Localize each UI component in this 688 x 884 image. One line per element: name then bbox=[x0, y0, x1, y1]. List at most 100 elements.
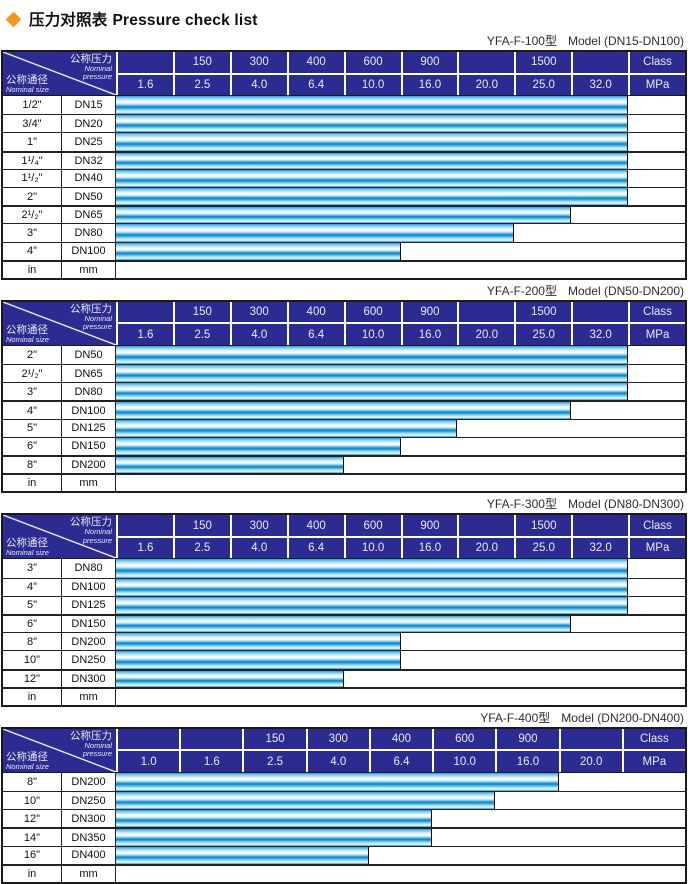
pressure-label: 公称压力 Nominal pressure bbox=[70, 303, 112, 332]
bar-area bbox=[116, 96, 685, 115]
pressure-bar bbox=[116, 242, 401, 260]
header-rows: 150 300 400 600 900 1500 Class 1.6 2.5 4.0 6.4 10.… bbox=[118, 301, 685, 345]
size-cell: 3/4" bbox=[3, 115, 62, 133]
mpa-header-cell: MPa bbox=[623, 751, 685, 772]
bar-area bbox=[116, 242, 685, 260]
table-header: 公称压力 Nominal pressure 公称通径 Nominal size … bbox=[3, 52, 685, 95]
pressure-table-1: YFA-F-100型 Model (DN15-DN100) 公称压力 Nomina… bbox=[1, 34, 687, 280]
table-row: 2¹/₂" DN65 bbox=[3, 364, 685, 383]
size-cell: 16" bbox=[3, 846, 62, 864]
dn-cell: DN32 bbox=[62, 152, 116, 169]
mpa-header-cell: 16.0 bbox=[402, 324, 458, 345]
mpa-header-cell: 2.5 bbox=[174, 74, 230, 95]
pressure-bar bbox=[116, 596, 629, 614]
class-header-cell: 600 bbox=[345, 52, 401, 73]
mpa-header-cell: 1.6 bbox=[118, 74, 173, 95]
bar-area bbox=[116, 207, 685, 224]
table-row: 8" DN200 bbox=[3, 632, 685, 651]
table-row: 1¹/₄" DN32 bbox=[3, 150, 685, 169]
class-header-cell: 150 bbox=[174, 301, 230, 323]
unit-empty-area bbox=[116, 865, 685, 882]
page: 压力对照表 Pressure check list YFA-F-100型 Model… bbox=[0, 8, 688, 884]
table-row: 5" DN125 bbox=[3, 595, 685, 614]
mpa-header-cell: 1.0 bbox=[118, 751, 180, 772]
table-body: 8" DN200 10" DN250 12" DN300 14" DN350 1… bbox=[3, 771, 685, 882]
pressure-bar bbox=[116, 559, 629, 578]
table-header: 公称压力 Nominal pressure 公称通径 Nominal size … bbox=[3, 728, 685, 772]
table-row: 3/4" DN20 bbox=[3, 114, 685, 133]
table-row: 12" DN300 bbox=[3, 809, 685, 828]
table-row: 8" DN200 bbox=[3, 455, 685, 474]
pressure-bar bbox=[116, 419, 458, 437]
pressure-bar bbox=[116, 224, 515, 242]
pressure-label-zh: 公称压力 bbox=[70, 53, 112, 65]
bar-area bbox=[116, 345, 685, 365]
pressure-bar bbox=[116, 402, 572, 419]
mpa-header-row: 1.6 2.5 4.0 6.4 10.0 16.0 20.0 25.0 32.0 MPa bbox=[118, 324, 685, 345]
table-row: 14" DN350 bbox=[3, 827, 685, 846]
mpa-header-cell: 25.0 bbox=[516, 74, 572, 95]
table-row: 12" DN300 bbox=[3, 668, 685, 687]
model-range: Model (DN15-DN100) bbox=[567, 34, 684, 48]
size-cell: 4" bbox=[3, 402, 62, 419]
pressure-label-en1: Nominal bbox=[84, 64, 112, 74]
class-header-cell: 1500 bbox=[516, 515, 572, 536]
dn-cell: DN300 bbox=[62, 670, 116, 687]
dn-cell: DN200 bbox=[62, 457, 116, 474]
bar-area bbox=[116, 383, 685, 401]
size-cell: 3" bbox=[3, 224, 62, 242]
bar-area bbox=[116, 670, 685, 687]
size-cell: 3" bbox=[3, 383, 62, 401]
diagonal-header-cell: 公称压力 Nominal pressure 公称通径 Nominal size bbox=[3, 728, 116, 772]
table-row: 3" DN80 bbox=[3, 559, 685, 578]
mpa-header-cell: 20.0 bbox=[459, 324, 515, 345]
bar-area bbox=[116, 457, 685, 474]
mpa-header-row: 1.0 1.6 2.5 4.0 6.4 10.0 16.0 20.0 MPa bbox=[118, 751, 685, 772]
model-title: YFA-F-400型 Model (DN200-DN400) bbox=[1, 711, 684, 726]
unit-mm-cell: mm bbox=[62, 261, 116, 278]
mpa-header-row: 1.6 2.5 4.0 6.4 10.0 16.0 20.0 25.0 32.0 MPa bbox=[118, 74, 685, 95]
dn-cell: DN200 bbox=[62, 633, 116, 651]
table-row: 4" DN100 bbox=[3, 400, 685, 419]
dn-cell: DN20 bbox=[62, 115, 116, 133]
dn-cell: DN400 bbox=[62, 846, 116, 864]
size-label-zh: 公称通径 bbox=[6, 750, 48, 763]
size-label-en: Nominal size bbox=[6, 334, 49, 344]
size-cell: 2" bbox=[3, 187, 62, 206]
dn-cell: DN80 bbox=[62, 559, 116, 578]
dn-cell: DN125 bbox=[62, 596, 116, 614]
unit-in-cell: in bbox=[3, 688, 62, 705]
size-cell: 10" bbox=[3, 651, 62, 669]
mpa-header-cell: 32.0 bbox=[573, 74, 629, 95]
class-header-cell: 600 bbox=[434, 728, 496, 750]
unit-row: in mm bbox=[3, 259, 685, 278]
class-header-cell: 300 bbox=[231, 52, 287, 73]
size-cell: 8" bbox=[3, 633, 62, 651]
diagonal-line bbox=[3, 52, 116, 95]
pressure-bar bbox=[116, 437, 401, 455]
class-header-cell: 300 bbox=[307, 728, 369, 750]
size-cell: 2¹/₂" bbox=[3, 207, 62, 224]
mpa-header-cell: 6.4 bbox=[288, 537, 344, 559]
size-cell: 1¹/₂" bbox=[3, 169, 62, 187]
class-header-cell-empty bbox=[118, 301, 173, 323]
pressure-bar bbox=[116, 846, 369, 864]
bar-area bbox=[116, 187, 685, 206]
header-rows: 150 300 400 600 900 1500 Class 1.6 2.5 4.0 6.4 10.… bbox=[118, 515, 685, 559]
class-header-cell: 400 bbox=[288, 301, 344, 323]
mpa-header-cell: 1.6 bbox=[118, 537, 173, 559]
title-diamond-icon bbox=[5, 11, 22, 27]
mpa-header-cell: 10.0 bbox=[345, 74, 401, 95]
diagonal-header-cell: 公称压力 Nominal pressure 公称通径 Nominal size bbox=[3, 301, 116, 345]
pressure-label-en2: pressure bbox=[82, 535, 112, 545]
bar-area bbox=[116, 559, 685, 578]
dn-cell: DN80 bbox=[62, 224, 116, 242]
size-cell: 12" bbox=[3, 670, 62, 687]
model-name: YFA-F-200型 bbox=[486, 283, 557, 298]
mpa-header-cell: 10.0 bbox=[345, 324, 401, 345]
dn-cell: DN40 bbox=[62, 169, 116, 187]
unit-row: in mm bbox=[3, 863, 685, 882]
table: 公称压力 Nominal pressure 公称通径 Nominal size … bbox=[1, 513, 687, 707]
bar-area bbox=[116, 115, 685, 133]
table-row: 6" DN150 bbox=[3, 613, 685, 633]
